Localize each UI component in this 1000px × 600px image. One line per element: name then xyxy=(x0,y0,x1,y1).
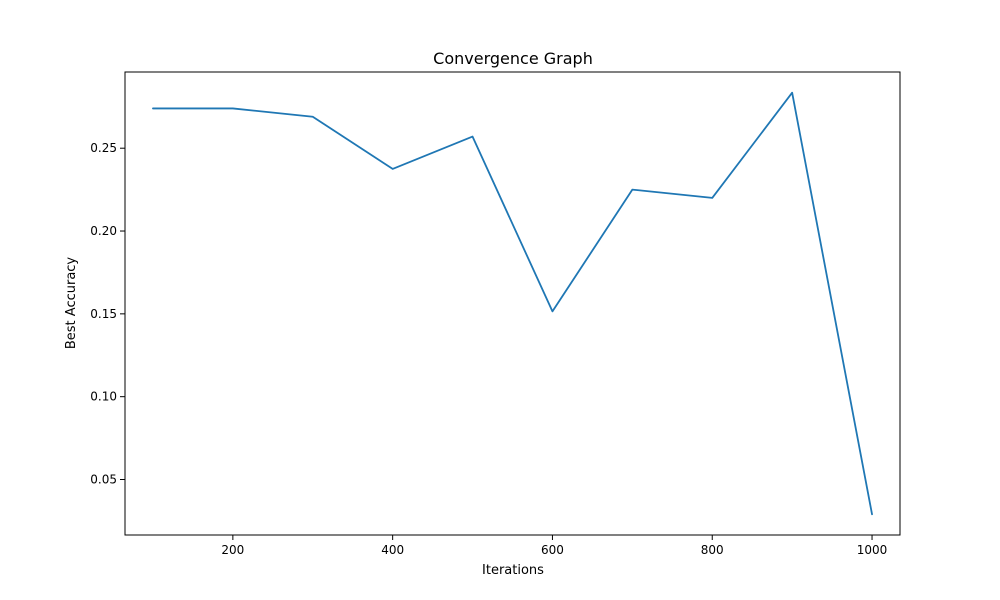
y-axis: 0.05 0.10 0.15 0.20 0.25 xyxy=(90,141,125,487)
y-tick-label: 0.20 xyxy=(90,224,117,238)
y-axis-label: Best Accuracy xyxy=(64,257,79,350)
x-tick-label: 800 xyxy=(701,543,724,557)
series-line xyxy=(152,91,873,516)
x-tick-label: 200 xyxy=(221,543,244,557)
x-axis: 200 400 600 800 1000 xyxy=(221,535,887,557)
plot-area xyxy=(152,91,873,516)
x-tick-label: 1000 xyxy=(857,543,888,557)
y-tick-label: 0.15 xyxy=(90,307,117,321)
plot-frame xyxy=(124,71,901,536)
x-tick-label: 400 xyxy=(381,543,404,557)
x-tick-label: 600 xyxy=(541,543,564,557)
y-tick-label: 0.05 xyxy=(90,473,117,487)
chart-title: Convergence Graph xyxy=(433,49,593,68)
y-tick-label: 0.25 xyxy=(90,141,117,155)
x-axis-label: Iterations xyxy=(482,563,544,578)
y-tick-label: 0.10 xyxy=(90,390,117,404)
